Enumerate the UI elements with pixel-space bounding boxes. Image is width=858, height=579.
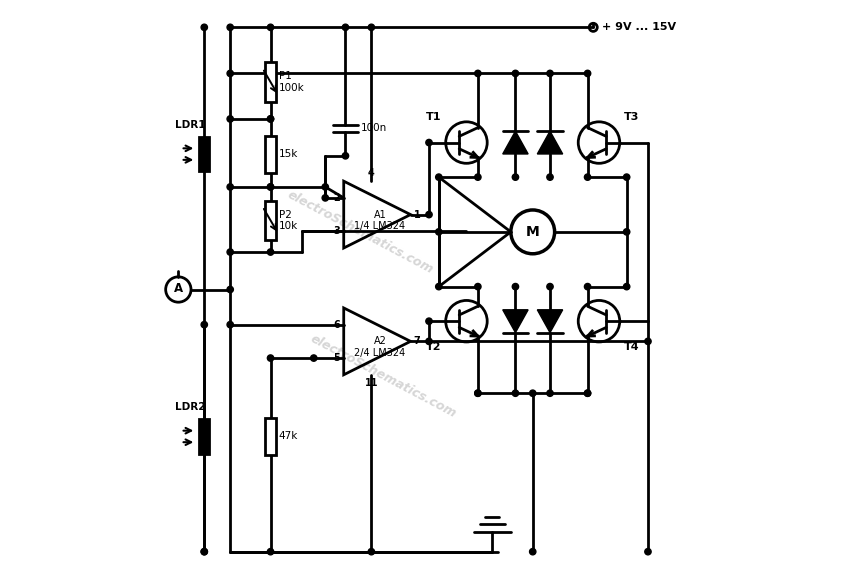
Circle shape xyxy=(436,229,442,235)
Text: LDR2: LDR2 xyxy=(175,402,206,412)
Text: 7: 7 xyxy=(414,336,420,346)
Circle shape xyxy=(201,548,208,555)
Circle shape xyxy=(368,548,375,555)
Bar xyxy=(199,419,209,454)
Text: A: A xyxy=(174,283,183,295)
Circle shape xyxy=(322,184,329,190)
Circle shape xyxy=(624,229,630,235)
Circle shape xyxy=(529,548,536,555)
Circle shape xyxy=(268,184,274,190)
Circle shape xyxy=(645,548,651,555)
Text: 5: 5 xyxy=(334,353,341,363)
Polygon shape xyxy=(503,310,529,332)
Polygon shape xyxy=(537,131,563,154)
Circle shape xyxy=(342,153,348,159)
Text: T3: T3 xyxy=(625,112,640,122)
Circle shape xyxy=(474,390,481,397)
Circle shape xyxy=(512,174,518,180)
Circle shape xyxy=(584,174,591,180)
Bar xyxy=(265,135,275,173)
Bar xyxy=(265,201,275,240)
Text: T2: T2 xyxy=(426,342,441,352)
Circle shape xyxy=(227,249,233,255)
Text: T4: T4 xyxy=(625,342,640,352)
Circle shape xyxy=(268,116,274,122)
Circle shape xyxy=(426,318,432,324)
Circle shape xyxy=(268,249,274,255)
Text: 6: 6 xyxy=(334,320,341,329)
Circle shape xyxy=(268,355,274,361)
Circle shape xyxy=(426,140,432,146)
Circle shape xyxy=(268,24,274,31)
Circle shape xyxy=(645,338,651,345)
Circle shape xyxy=(268,116,274,122)
Circle shape xyxy=(584,70,591,76)
Text: 11: 11 xyxy=(365,378,378,389)
Circle shape xyxy=(547,70,553,76)
Bar xyxy=(265,418,275,455)
Circle shape xyxy=(474,284,481,290)
Circle shape xyxy=(512,390,518,397)
Circle shape xyxy=(624,284,630,290)
Circle shape xyxy=(584,390,591,397)
Text: M: M xyxy=(526,225,540,239)
Circle shape xyxy=(201,24,208,31)
Text: A2
2/4 LM324: A2 2/4 LM324 xyxy=(354,336,406,358)
Circle shape xyxy=(227,287,233,292)
Text: P1
100k: P1 100k xyxy=(279,71,305,93)
Circle shape xyxy=(474,174,481,180)
Circle shape xyxy=(268,548,274,555)
Circle shape xyxy=(529,390,536,397)
Text: A1
1/4 LM324: A1 1/4 LM324 xyxy=(354,210,406,231)
Text: LDR1: LDR1 xyxy=(175,120,206,130)
Circle shape xyxy=(322,195,329,201)
Text: + 9V ... 15V: + 9V ... 15V xyxy=(601,23,676,32)
Circle shape xyxy=(311,355,317,361)
Text: 100n: 100n xyxy=(361,123,387,133)
Circle shape xyxy=(342,24,348,31)
Circle shape xyxy=(584,284,591,290)
Circle shape xyxy=(624,174,630,180)
Text: electroSchematics.com: electroSchematics.com xyxy=(308,332,458,420)
Text: P2
10k: P2 10k xyxy=(279,210,298,231)
Polygon shape xyxy=(537,310,563,332)
Text: 4: 4 xyxy=(368,168,375,178)
Circle shape xyxy=(227,184,233,190)
Circle shape xyxy=(201,548,208,555)
Bar xyxy=(265,63,275,102)
Circle shape xyxy=(436,284,442,290)
Circle shape xyxy=(227,70,233,76)
Circle shape xyxy=(547,174,553,180)
Circle shape xyxy=(426,211,432,218)
Circle shape xyxy=(474,390,481,397)
Circle shape xyxy=(474,70,481,76)
Circle shape xyxy=(547,284,553,290)
Text: 2: 2 xyxy=(334,193,341,203)
Circle shape xyxy=(436,174,442,180)
Circle shape xyxy=(547,390,553,397)
Circle shape xyxy=(426,338,432,345)
Polygon shape xyxy=(503,131,529,154)
Circle shape xyxy=(268,184,274,190)
Circle shape xyxy=(368,24,375,31)
Text: 3: 3 xyxy=(334,226,341,236)
Circle shape xyxy=(512,70,518,76)
Text: electroSchematics.com: electroSchematics.com xyxy=(285,188,435,276)
Text: 1: 1 xyxy=(414,210,420,219)
Circle shape xyxy=(227,24,233,31)
Circle shape xyxy=(584,390,591,397)
Text: 15k: 15k xyxy=(279,149,298,159)
Text: T1: T1 xyxy=(426,112,441,122)
Circle shape xyxy=(227,321,233,328)
Circle shape xyxy=(512,284,518,290)
Text: 47k: 47k xyxy=(279,431,298,441)
Circle shape xyxy=(227,116,233,122)
Circle shape xyxy=(201,321,208,328)
Bar xyxy=(199,137,209,171)
